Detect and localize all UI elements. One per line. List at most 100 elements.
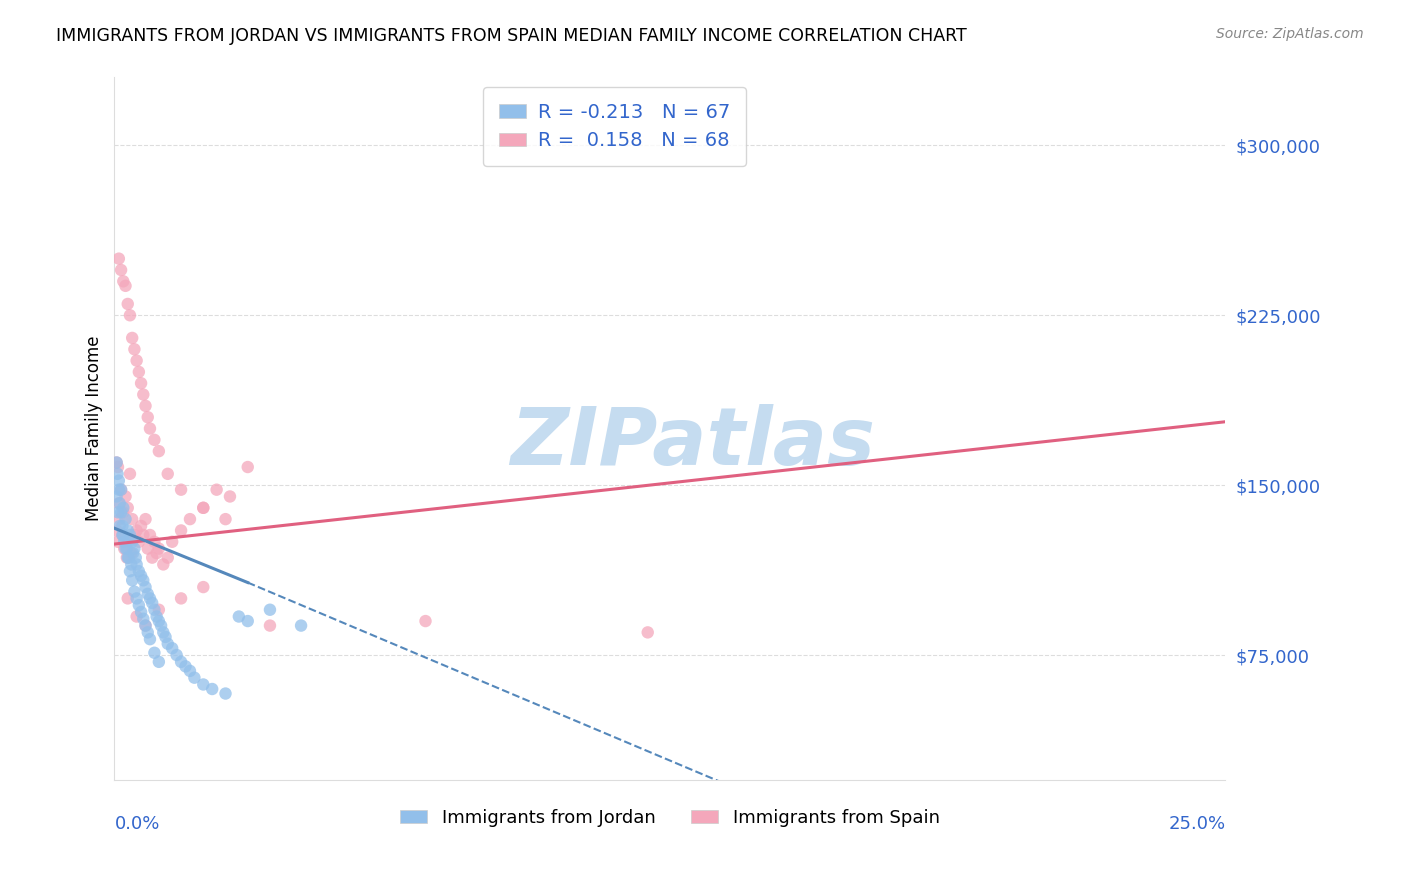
Point xyxy=(136,587,159,601)
Point xyxy=(170,591,193,606)
Text: IMMIGRANTS FROM JORDAN VS IMMIGRANTS FROM SPAIN MEDIAN FAMILY INCOME CORRELATION: IMMIGRANTS FROM JORDAN VS IMMIGRANTS FRO… xyxy=(56,27,967,45)
Point xyxy=(136,625,159,640)
Point xyxy=(179,512,201,526)
Point xyxy=(183,671,205,685)
Point xyxy=(125,591,148,606)
Point xyxy=(115,541,138,556)
Point xyxy=(193,500,215,515)
Point xyxy=(120,558,142,572)
Point xyxy=(132,528,155,542)
Point xyxy=(228,609,250,624)
Point xyxy=(108,252,131,266)
Point xyxy=(214,687,236,701)
Point xyxy=(174,659,197,673)
Point xyxy=(129,568,152,582)
Point xyxy=(134,399,156,413)
Point xyxy=(118,308,141,322)
Point xyxy=(219,490,242,504)
Point xyxy=(111,519,134,533)
Point xyxy=(128,534,150,549)
Point xyxy=(160,534,183,549)
Point xyxy=(107,505,129,519)
Point xyxy=(143,534,166,549)
Point xyxy=(236,614,259,628)
Point xyxy=(637,625,659,640)
Point xyxy=(139,421,162,435)
Point xyxy=(114,490,136,504)
Point xyxy=(152,625,174,640)
Point xyxy=(156,637,179,651)
Point xyxy=(110,505,132,519)
Point xyxy=(129,605,152,619)
Point xyxy=(105,456,128,470)
Text: ZIPatlas: ZIPatlas xyxy=(509,403,875,482)
Point xyxy=(125,550,148,565)
Point xyxy=(415,614,437,628)
Point xyxy=(117,591,139,606)
Point xyxy=(166,648,188,662)
Point xyxy=(170,655,193,669)
Point xyxy=(112,541,135,556)
Point xyxy=(143,646,166,660)
Point xyxy=(125,558,148,572)
Point xyxy=(193,677,215,691)
Point xyxy=(148,444,170,458)
Point xyxy=(139,528,162,542)
Point xyxy=(148,655,170,669)
Point xyxy=(115,550,138,565)
Point xyxy=(145,609,167,624)
Point xyxy=(121,574,143,588)
Point xyxy=(201,681,224,696)
Point xyxy=(155,630,177,644)
Point xyxy=(121,534,143,549)
Point xyxy=(122,546,145,560)
Point xyxy=(112,505,135,519)
Point xyxy=(105,456,128,470)
Point xyxy=(118,564,141,578)
Point xyxy=(112,274,135,288)
Point xyxy=(125,609,148,624)
Point xyxy=(205,483,228,497)
Point xyxy=(117,550,139,565)
Point xyxy=(117,524,139,538)
Point xyxy=(141,550,163,565)
Point xyxy=(125,524,148,538)
Point xyxy=(214,512,236,526)
Point xyxy=(136,541,159,556)
Point xyxy=(124,528,146,542)
Point xyxy=(114,541,136,556)
Point xyxy=(193,500,215,515)
Point xyxy=(124,584,146,599)
Point xyxy=(259,618,281,632)
Point xyxy=(110,263,132,277)
Point xyxy=(132,612,155,626)
Point xyxy=(134,618,156,632)
Point xyxy=(139,632,162,647)
Point xyxy=(118,467,141,481)
Point xyxy=(128,365,150,379)
Point xyxy=(150,618,173,632)
Text: 25.0%: 25.0% xyxy=(1168,814,1226,833)
Point xyxy=(120,546,142,560)
Point xyxy=(290,618,312,632)
Point xyxy=(128,598,150,612)
Point xyxy=(193,580,215,594)
Point xyxy=(143,603,166,617)
Point xyxy=(124,343,146,357)
Point xyxy=(105,490,128,504)
Point xyxy=(121,512,143,526)
Point xyxy=(114,512,136,526)
Point xyxy=(148,614,170,628)
Point xyxy=(129,376,152,391)
Point xyxy=(117,550,139,565)
Point xyxy=(117,500,139,515)
Point xyxy=(118,528,141,542)
Point xyxy=(112,500,135,515)
Point xyxy=(124,541,146,556)
Point xyxy=(108,496,131,510)
Point xyxy=(141,596,163,610)
Point xyxy=(108,519,131,533)
Text: 0.0%: 0.0% xyxy=(114,814,160,833)
Point xyxy=(105,524,128,538)
Point xyxy=(117,534,139,549)
